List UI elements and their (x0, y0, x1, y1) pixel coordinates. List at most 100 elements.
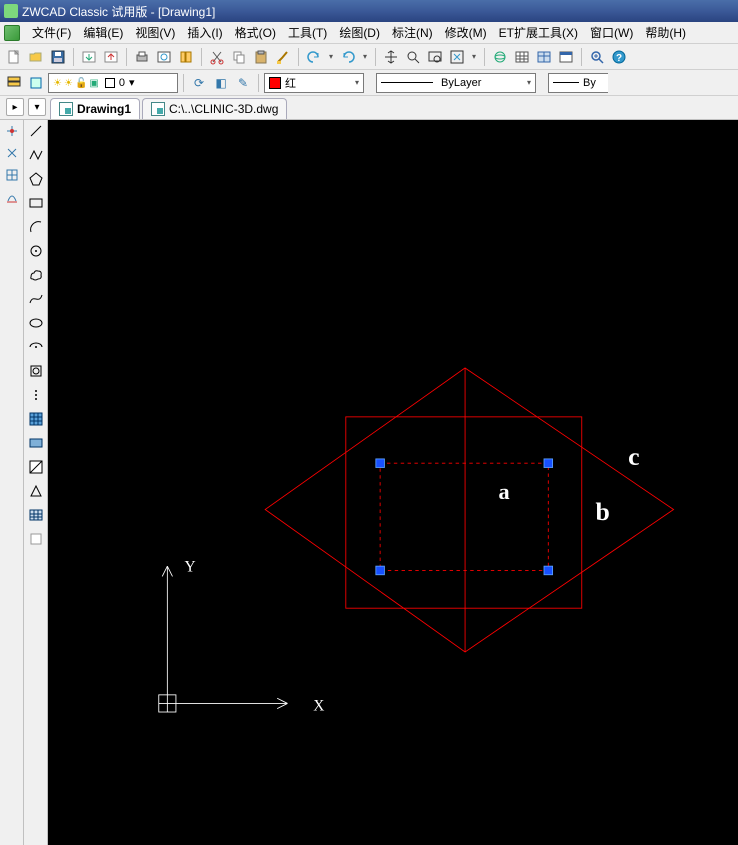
menu-item-6[interactable]: 绘图(D) (333, 22, 386, 44)
print-button[interactable] (132, 47, 152, 67)
constraint-c-button[interactable] (3, 166, 21, 184)
svg-text:X: X (313, 697, 324, 714)
linetype-label: ByLayer (441, 77, 481, 89)
table-button[interactable] (512, 47, 532, 67)
redo-button[interactable] (338, 47, 358, 67)
layer-name: 0 (119, 77, 125, 89)
layer-match-button[interactable]: ◧ (211, 73, 231, 93)
block-button[interactable] (27, 362, 45, 380)
work-area: a bc X Y (0, 120, 738, 845)
publish-button[interactable] (176, 47, 196, 67)
circle-variant-button[interactable] (27, 242, 45, 260)
tab-list-button[interactable]: ▸ (6, 98, 24, 116)
menu-item-5[interactable]: 工具(T) (282, 22, 333, 44)
svg-text:Y: Y (185, 558, 196, 575)
rectangle-button[interactable] (27, 194, 45, 212)
tab-scroll-button[interactable]: ▾ (28, 98, 46, 116)
chevron-down-icon: ▾ (129, 76, 135, 89)
zoom-button[interactable] (587, 47, 607, 67)
constraint-b-button[interactable] (3, 144, 21, 162)
import-button[interactable] (79, 47, 99, 67)
file-icon (151, 102, 165, 116)
export-button[interactable] (101, 47, 121, 67)
region-button[interactable] (27, 410, 45, 428)
extra-square-button[interactable] (27, 530, 45, 548)
window-title: ZWCAD Classic 试用版 - [Drawing1] (22, 3, 215, 20)
properties-toolbar: ☀☀🔓▣ 0 ▾ ⟳ ◧ ✎ 红 ▾ ByLayer ▾ By (0, 70, 738, 96)
redo-dropdown[interactable]: ▾ (360, 52, 370, 61)
arc-button[interactable] (27, 218, 45, 236)
lineweight-selector[interactable]: By (548, 73, 608, 93)
draw-toolbox (24, 120, 48, 845)
lineweight-label: By (583, 77, 596, 89)
3dorbit-button[interactable] (490, 47, 510, 67)
menu-item-11[interactable]: 帮助(H) (639, 22, 692, 44)
layer-state-button[interactable] (26, 73, 46, 93)
linetype-selector[interactable]: ByLayer ▾ (376, 73, 536, 93)
zoom-realtime-button[interactable] (403, 47, 423, 67)
color-selector[interactable]: 红 ▾ (264, 73, 364, 93)
chevron-down-icon: ▾ (355, 78, 359, 87)
menu-item-3[interactable]: 插入(I) (181, 22, 228, 44)
zoom-window-button[interactable] (425, 47, 445, 67)
menu-item-2[interactable]: 视图(V) (129, 22, 181, 44)
constraint-a-button[interactable] (3, 122, 21, 140)
polyline-button[interactable] (27, 146, 45, 164)
table-tool-button[interactable] (27, 506, 45, 524)
revcloud-button[interactable] (27, 266, 45, 284)
zoom-extents-dropdown[interactable]: ▾ (469, 52, 479, 61)
polygon-button[interactable] (27, 170, 45, 188)
tab-label: Drawing1 (77, 102, 131, 116)
canvas-svg: a bc X Y (48, 120, 738, 845)
menu-item-7[interactable]: 标注(N) (386, 22, 439, 44)
app-icon (4, 4, 18, 18)
gradient-button[interactable] (27, 458, 45, 476)
layer-selector[interactable]: ☀☀🔓▣ 0 ▾ (48, 73, 178, 93)
tab-label: C:\..\CLINIC-3D.dwg (169, 102, 278, 116)
new-button[interactable] (4, 47, 24, 67)
paste-button[interactable] (251, 47, 271, 67)
layer-previous-button[interactable]: ⟳ (189, 73, 209, 93)
undo-dropdown[interactable]: ▾ (326, 52, 336, 61)
copy-button[interactable] (229, 47, 249, 67)
cut-button[interactable] (207, 47, 227, 67)
brush-button[interactable] (273, 47, 293, 67)
lineweight-preview (553, 82, 579, 83)
spline-button[interactable] (27, 290, 45, 308)
menu-item-9[interactable]: ET扩展工具(X) (493, 22, 584, 44)
layer-manager-button[interactable] (4, 73, 24, 93)
boundary-button[interactable] (27, 482, 45, 500)
svg-text:c: c (628, 442, 639, 471)
menu-item-4[interactable]: 格式(O) (229, 22, 282, 44)
ellipse-arc-button[interactable] (27, 338, 45, 356)
menu-item-10[interactable]: 窗口(W) (584, 22, 639, 44)
help-button[interactable]: ? (609, 47, 629, 67)
color-swatch-icon (269, 77, 281, 89)
open-button[interactable] (26, 47, 46, 67)
layer-iso-button[interactable]: ✎ (233, 73, 253, 93)
menu-item-8[interactable]: 修改(M) (439, 22, 493, 44)
layer-color-swatch (105, 78, 115, 88)
constraint-toolbox (0, 120, 24, 845)
menu-item-0[interactable]: 文件(F) (26, 22, 77, 44)
menu-item-1[interactable]: 编辑(E) (77, 22, 129, 44)
zoom-extents-button[interactable] (447, 47, 467, 67)
hatch-vdots-button[interactable] (27, 386, 45, 404)
document-tab-0[interactable]: Drawing1 (50, 98, 140, 119)
ellipse-button[interactable] (27, 314, 45, 332)
rect-tool-button[interactable] (27, 434, 45, 452)
save-button[interactable] (48, 47, 68, 67)
undo-button[interactable] (304, 47, 324, 67)
preview-button[interactable] (154, 47, 174, 67)
svg-text:b: b (595, 497, 609, 526)
title-bar: ZWCAD Classic 试用版 - [Drawing1] (0, 0, 738, 22)
drawing-canvas[interactable]: a bc X Y (48, 120, 738, 845)
table-style-button[interactable] (556, 47, 576, 67)
constraint-d-button[interactable] (3, 188, 21, 206)
standard-toolbar: ▾ ▾ ▾? (0, 44, 738, 70)
pan-button[interactable] (381, 47, 401, 67)
svg-text:a: a (499, 479, 510, 504)
document-tab-1[interactable]: C:\..\CLINIC-3D.dwg (142, 98, 287, 119)
table2-button[interactable] (534, 47, 554, 67)
line-button[interactable] (27, 122, 45, 140)
